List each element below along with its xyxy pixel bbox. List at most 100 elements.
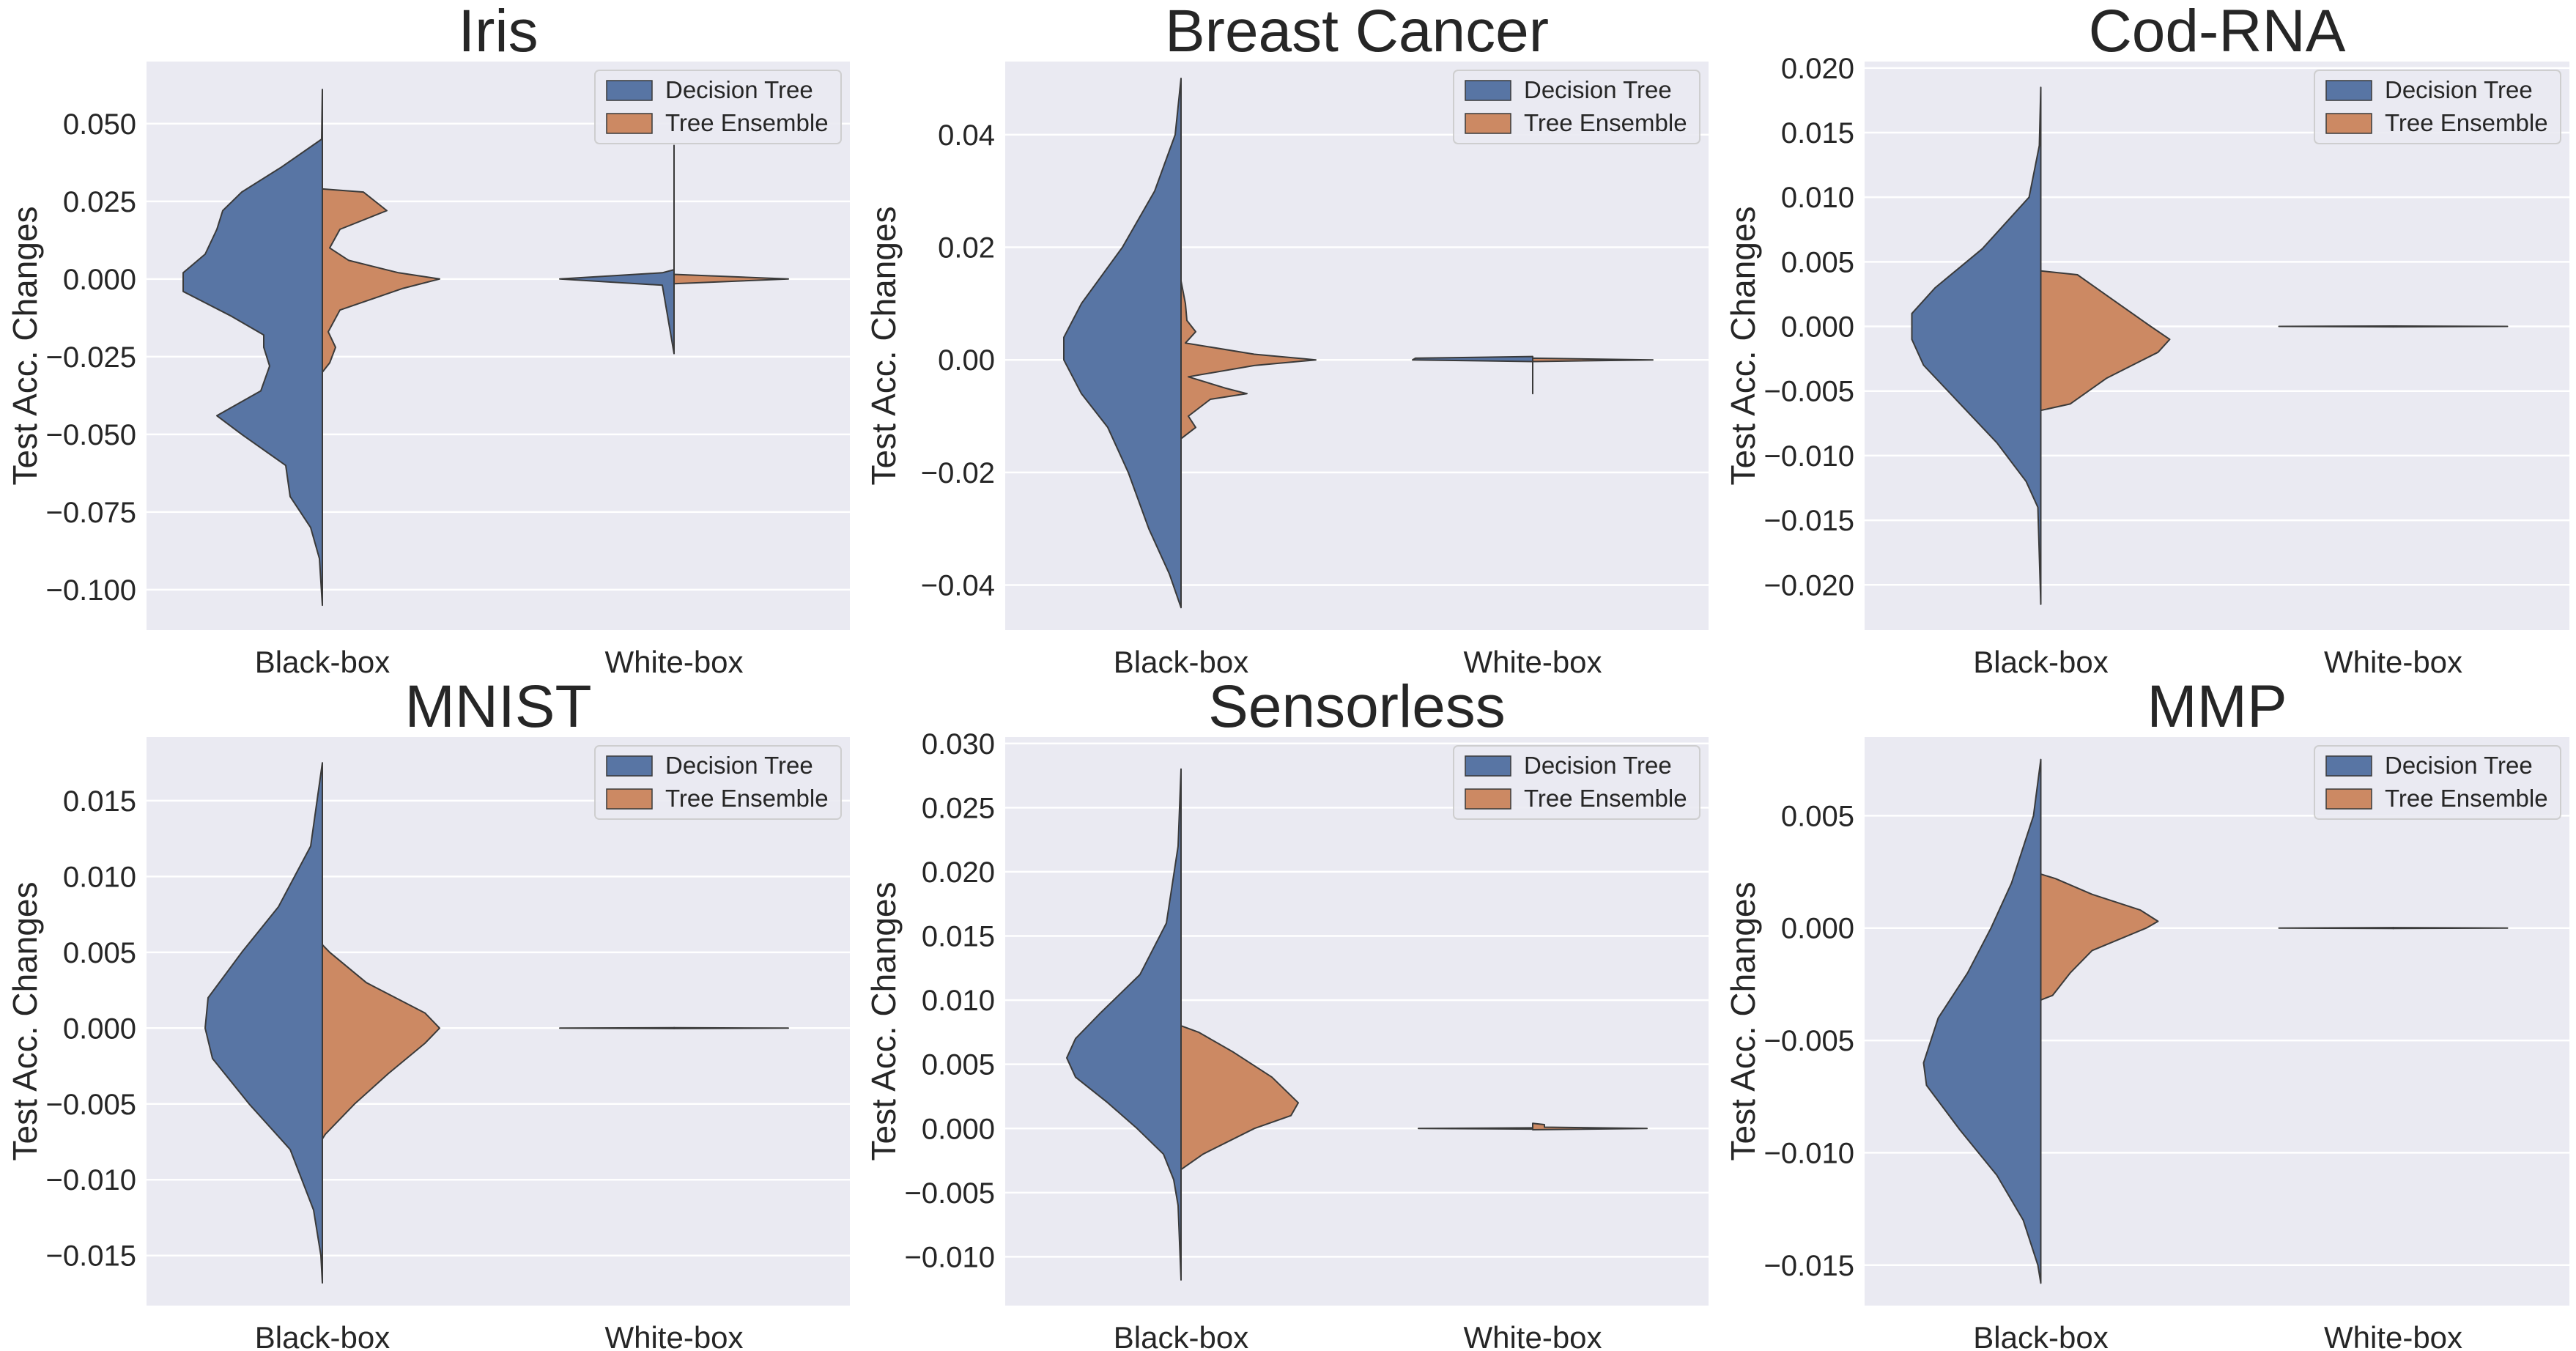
x-category-label: Black-box (255, 1320, 390, 1351)
violin-decision-tree-black-box (182, 89, 323, 607)
y-tick-label: 0.005 (63, 937, 136, 969)
chart-title: Iris (458, 0, 538, 64)
y-tick-label: −0.075 (46, 497, 136, 529)
y-tick-label: 0.020 (922, 856, 995, 889)
x-category-label: White-box (2324, 1320, 2462, 1351)
y-tick-label: 0.000 (1781, 913, 1854, 945)
legend-label: Tree Ensemble (2385, 785, 2548, 812)
legend-label: Tree Ensemble (2385, 109, 2548, 136)
legend-swatch-decision-tree (606, 755, 653, 777)
y-tick-label: 0.000 (63, 264, 136, 296)
legend-swatch-decision-tree (2325, 755, 2372, 777)
y-tick-label: 0.000 (1781, 311, 1854, 344)
y-axis-label: Test Acc. Changes (865, 882, 903, 1161)
violin-decision-tree-white-box (559, 144, 675, 355)
legend-label: Decision Tree (1524, 76, 1672, 103)
x-category-label: White-box (1463, 645, 1602, 679)
legend-label: Decision Tree (2385, 76, 2533, 103)
plot-area (147, 62, 850, 630)
x-category-label: White-box (2324, 645, 2462, 679)
y-axis-label: Test Acc. Changes (6, 882, 44, 1161)
legend-frame (594, 70, 842, 144)
legend-swatch-tree-ensemble (606, 788, 653, 810)
legend-label: Decision Tree (665, 76, 813, 103)
violin-panel-4: 0.015 0.010 0.005 0.000 −0.005 −0.010 −0.015 MN… (6, 673, 850, 1351)
y-tick-label: −0.005 (1764, 376, 1854, 408)
legend-swatch-decision-tree (606, 80, 653, 101)
legend: Decision Tree Tree Ensemble (2314, 745, 2561, 820)
legend-frame (1453, 70, 1700, 144)
y-tick-label: 0.02 (938, 232, 995, 264)
legend-label: Decision Tree (1524, 752, 1672, 779)
x-category-label: White-box (1463, 1320, 1602, 1351)
violin-panel-2: 0.04 0.02 0.00 −0.02 −0.04 Breast Cancer Test … (865, 0, 1709, 679)
legend-swatch-tree-ensemble (1465, 788, 1511, 810)
legend-swatch-decision-tree (1465, 80, 1511, 101)
y-tick-label: 0.015 (922, 921, 995, 953)
violin-tree-ensemble-black-box (2040, 873, 2159, 1001)
legend-swatch-decision-tree (1465, 755, 1511, 777)
y-tick-label: −0.015 (1764, 505, 1854, 537)
legend-label: Tree Ensemble (665, 109, 829, 136)
violin-panel-3: 0.020 0.015 0.010 0.005 0.000 −0.005 −0.010 −0.… (1724, 0, 2569, 679)
x-category-label: Black-box (1973, 645, 2108, 679)
y-tick-label: 0.00 (938, 344, 995, 377)
legend: Decision Tree Tree Ensemble (594, 70, 842, 144)
violin-tree-ensemble-white-box (1532, 1122, 1648, 1131)
y-tick-label: 0.005 (1781, 246, 1854, 278)
y-tick-label: 0.000 (922, 1113, 995, 1145)
y-tick-label: −0.010 (46, 1164, 136, 1196)
violin-tree-ensemble-white-box (1532, 357, 1654, 363)
y-tick-label: −0.005 (1764, 1025, 1854, 1057)
violin-decision-tree-white-box (2278, 325, 2394, 328)
violin-decision-tree-black-box (1066, 768, 1182, 1281)
y-axis-label: Test Acc. Changes (6, 207, 44, 486)
y-tick-label: −0.100 (46, 574, 136, 607)
x-category-label: Black-box (1973, 1320, 2108, 1351)
x-category-label: White-box (604, 1320, 743, 1351)
y-tick-label: −0.010 (1764, 1137, 1854, 1169)
x-category-label: Black-box (1114, 1320, 1248, 1351)
y-tick-label: 0.000 (63, 1013, 136, 1045)
y-tick-label: 0.005 (1781, 800, 1854, 832)
legend-frame (2314, 70, 2561, 144)
violin-panel-5: 0.030 0.025 0.020 0.015 0.010 0.005 0.000 −0.00… (865, 673, 1709, 1351)
violin-tree-ensemble-black-box (1180, 1025, 1299, 1171)
legend-swatch-tree-ensemble (606, 113, 653, 134)
y-tick-label: −0.04 (921, 570, 995, 602)
y-tick-label: 0.030 (922, 728, 995, 760)
y-axis-label: Test Acc. Changes (1724, 882, 1762, 1161)
y-tick-label: −0.015 (46, 1240, 136, 1273)
violin-decision-tree-white-box (1418, 1127, 1533, 1130)
violin-tree-ensemble-white-box (673, 1026, 789, 1029)
violin-decision-tree-white-box (559, 1026, 675, 1029)
y-tick-label: −0.015 (1764, 1250, 1854, 1282)
violin-tree-ensemble-black-box (2040, 270, 2171, 412)
violin-decision-tree-white-box (1412, 355, 1533, 395)
y-tick-label: 0.025 (922, 792, 995, 824)
legend-frame (1453, 745, 1700, 820)
y-tick-label: 0.020 (1781, 53, 1854, 85)
violin-tree-ensemble-white-box (673, 273, 789, 285)
legend: Decision Tree Tree Ensemble (1453, 70, 1700, 144)
y-tick-label: 0.050 (63, 108, 136, 141)
x-category-label: Black-box (255, 645, 390, 679)
violin-decision-tree-black-box (204, 762, 323, 1284)
violin-panel-1: 0.050 0.025 0.000 −0.025 −0.050 −0.075 −0.100 I… (6, 0, 850, 679)
legend-label: Decision Tree (2385, 752, 2533, 779)
legend-label: Decision Tree (665, 752, 813, 779)
chart-title: Breast Cancer (1165, 0, 1549, 64)
y-tick-label: −0.050 (46, 419, 136, 451)
y-tick-label: 0.025 (63, 186, 136, 218)
legend: Decision Tree Tree Ensemble (2314, 70, 2561, 144)
chart-title: Sensorless (1208, 673, 1506, 740)
y-tick-label: −0.005 (905, 1177, 995, 1210)
legend-swatch-tree-ensemble (1465, 113, 1511, 134)
y-tick-label: 0.010 (63, 861, 136, 893)
legend-swatch-tree-ensemble (2325, 788, 2372, 810)
legend-frame (594, 745, 842, 820)
legend-label: Tree Ensemble (1524, 785, 1687, 812)
violin-tree-ensemble-white-box (2392, 325, 2509, 328)
legend-frame (2314, 745, 2561, 820)
legend-swatch-tree-ensemble (2325, 113, 2372, 134)
